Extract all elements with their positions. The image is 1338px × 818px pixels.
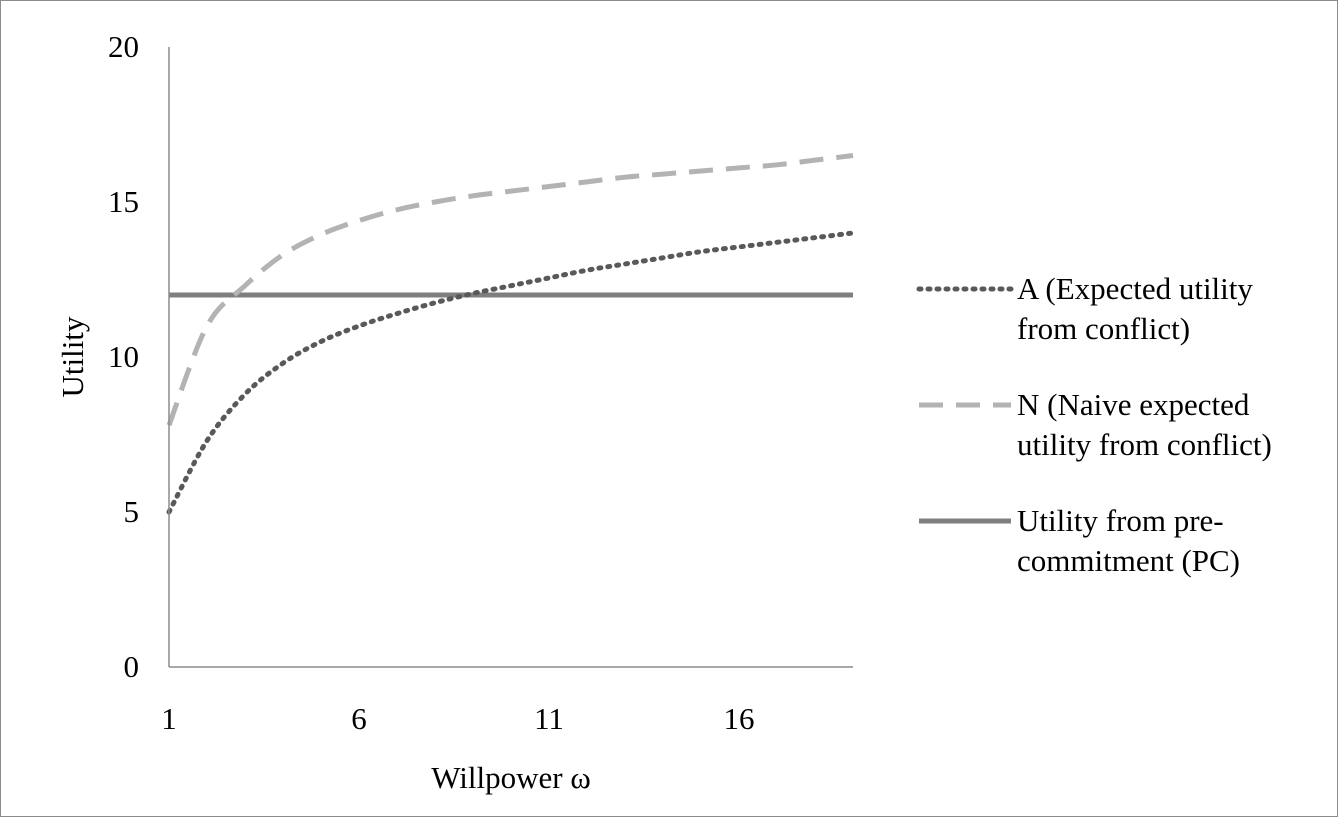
y-tick-label: 10	[108, 339, 139, 374]
legend-label: from conflict)	[1017, 311, 1190, 346]
x-axis-title: Willpower ω	[431, 760, 590, 795]
x-tick-label: 6	[351, 701, 367, 736]
x-tick-label: 11	[534, 701, 564, 736]
legend-label: A (Expected utility	[1017, 271, 1253, 306]
y-tick-labels: 0 5 10 15 20	[108, 29, 139, 684]
legend-label: utility from conflict)	[1017, 427, 1272, 462]
y-axis-title: Utility	[55, 316, 90, 397]
y-tick-label: 0	[124, 649, 140, 684]
y-tick-label: 15	[108, 184, 139, 219]
x-tick-labels: 1 6 11 16	[161, 701, 754, 736]
y-tick-label: 5	[124, 494, 140, 529]
legend-label: N (Naive expected	[1017, 387, 1250, 422]
y-tick-label: 20	[108, 29, 139, 64]
series-line-n	[166, 153, 854, 427]
x-tick-label: 16	[724, 701, 755, 736]
series-layer	[166, 153, 856, 515]
legend-label: commitment (PC)	[1017, 543, 1240, 578]
legend-label: Utility from pre-	[1017, 503, 1224, 538]
legend: A (Expected utility from conflict) N (Naiv…	[916, 271, 1272, 578]
series-line-a	[166, 230, 856, 515]
x-tick-label: 1	[161, 701, 177, 736]
